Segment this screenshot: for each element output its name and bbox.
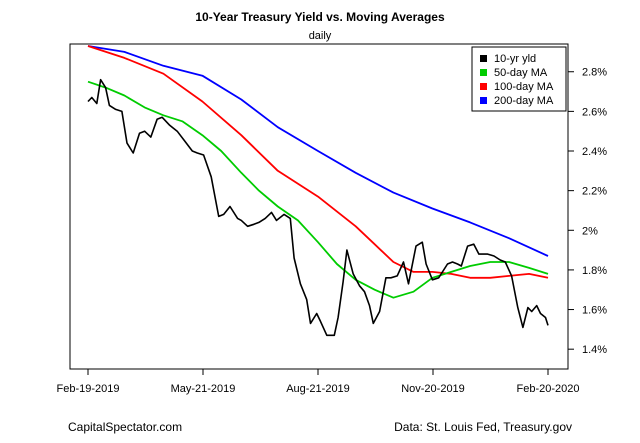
series-line-3 — [87, 45, 549, 257]
y-tick-label: 1.4% — [582, 344, 607, 356]
footer-data-credit: Data: St. Louis Fed, Treasury.gov — [394, 420, 572, 434]
chart-title: 10-Year Treasury Yield vs. Moving Averag… — [195, 10, 445, 24]
legend-label: 50-day MA — [494, 67, 548, 79]
legend-swatch — [480, 83, 487, 90]
y-tick-label: 2% — [582, 225, 598, 237]
y-tick-label: 2.8% — [582, 67, 607, 79]
x-tick-label: Nov-20-2019 — [401, 383, 465, 395]
legend-label: 10-yr yld — [494, 53, 536, 65]
legend-label: 100-day MA — [494, 81, 554, 93]
legend-swatch — [480, 97, 487, 104]
legend-swatch — [480, 55, 487, 62]
series-line-1 — [87, 80, 549, 299]
series-line-0 — [87, 78, 549, 337]
plot-frame — [69, 43, 569, 370]
x-tick-label: May-21-2019 — [171, 383, 236, 395]
y-tick-label: 1.6% — [582, 305, 607, 317]
legend-box — [471, 46, 567, 112]
x-tick-label: Aug-21-2019 — [286, 383, 350, 395]
y-tick-label: 2.4% — [582, 146, 607, 158]
x-tick-label: Feb-20-2020 — [517, 383, 580, 395]
chart-subtitle: daily — [308, 30, 332, 42]
legend-swatch — [480, 69, 487, 76]
series-line-2 — [87, 45, 549, 279]
y-tick-label: 2.6% — [582, 106, 607, 118]
y-tick-label: 2.2% — [582, 186, 607, 198]
y-tick-label: 1.8% — [582, 265, 607, 277]
legend-label: 200-day MA — [494, 95, 554, 107]
x-tick-label: Feb-19-2019 — [57, 383, 120, 395]
footer-source-site: CapitalSpectator.com — [68, 420, 183, 434]
